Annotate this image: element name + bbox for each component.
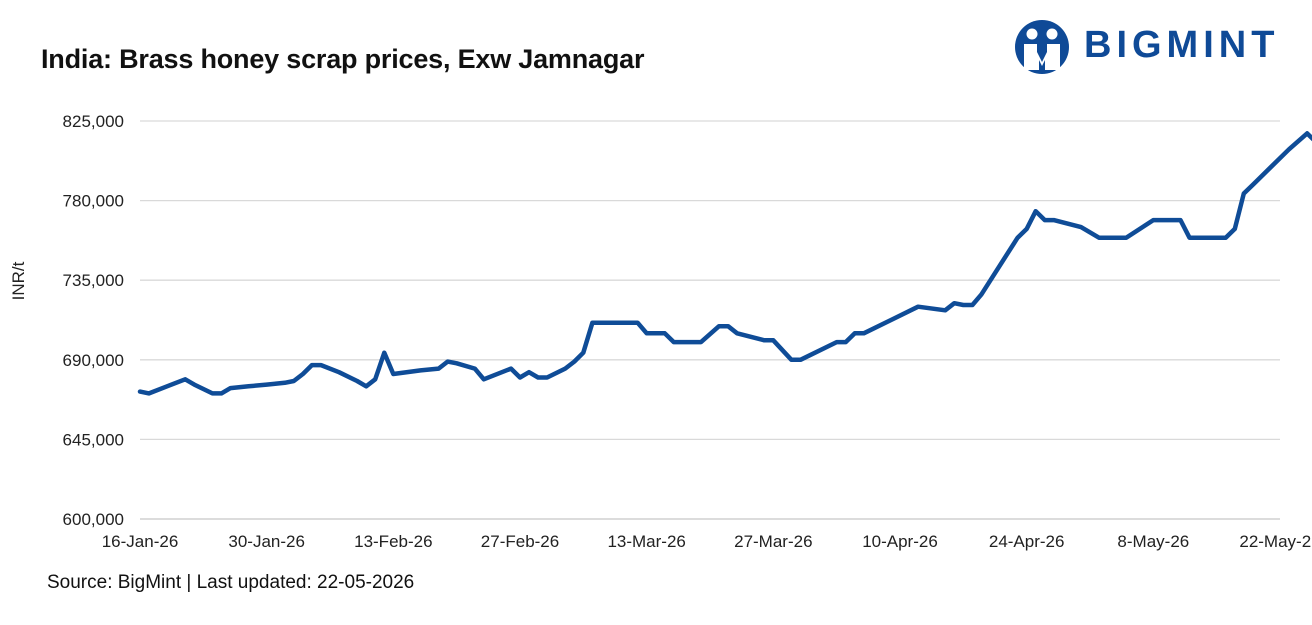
gridlines: [140, 120, 1280, 520]
y-tick-label: 600,000: [63, 510, 124, 529]
source-note: Source: BigMint | Last updated: 22-05-20…: [47, 572, 415, 593]
x-tick-label: 24-Apr-26: [989, 532, 1065, 551]
x-tick-label: 10-Apr-26: [862, 532, 938, 551]
logo-wordmark: BIGMINT: [1084, 24, 1280, 66]
x-tick-label: 27-Mar-26: [734, 532, 812, 551]
y-tick-label: 780,000: [63, 192, 124, 211]
bigmint-logo-icon: [1015, 20, 1069, 74]
y-tick-label: 690,000: [63, 351, 124, 370]
y-tick-label: 825,000: [63, 112, 124, 131]
x-tick-label: 30-Jan-26: [228, 532, 305, 551]
x-tick-label: 27-Feb-26: [481, 532, 559, 551]
x-tick-label: 13-Feb-26: [354, 532, 432, 551]
y-axis-label: INR/t: [9, 261, 28, 300]
x-tick-label: 16-Jan-26: [102, 532, 179, 551]
x-tick-label: 8-May-26: [1117, 532, 1189, 551]
x-tick-label: 22-May-26: [1239, 532, 1312, 551]
chart-title: India: Brass honey scrap prices, Exw Jam…: [41, 44, 645, 74]
x-tick-label: 13-Mar-26: [607, 532, 685, 551]
y-tick-label: 735,000: [63, 271, 124, 290]
y-tick-label: 645,000: [63, 430, 124, 449]
y-axis-ticks: 600,000 645,000 690,000 735,000 780,000 825,0…: [63, 112, 124, 529]
price-series-line: [137, 131, 1312, 396]
bigmint-logo: BIGMINT: [1014, 18, 1294, 76]
x-axis-ticks: 16-Jan-26 30-Jan-26 13-Feb-26 27-Feb-26 13-M…: [102, 532, 1312, 551]
